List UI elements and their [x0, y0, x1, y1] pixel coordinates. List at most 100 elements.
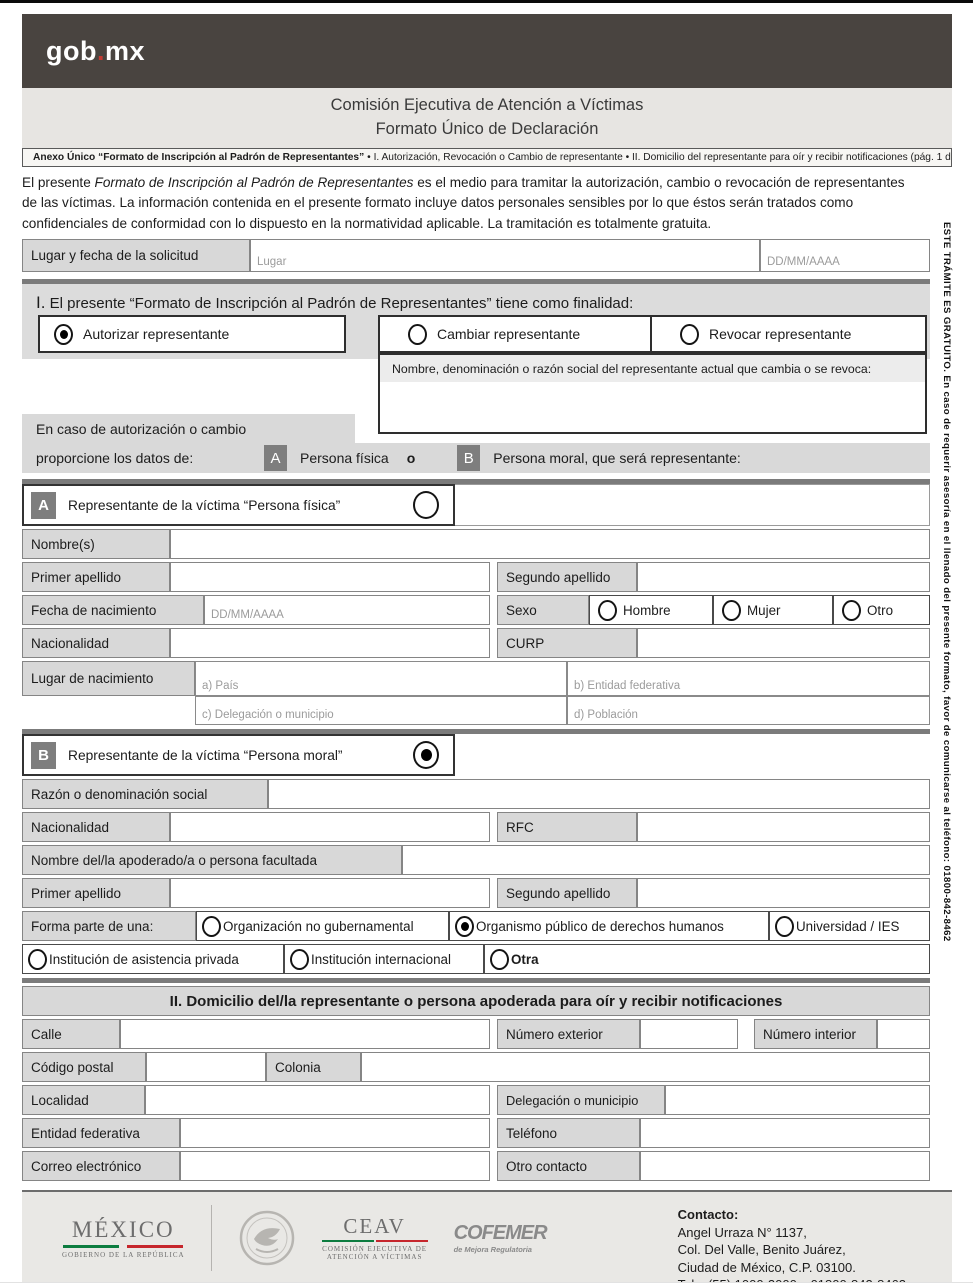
contact-address-line3: Ciudad de México, C.P. 03100. — [677, 1259, 856, 1275]
segundo-apellido-b-input[interactable] — [637, 878, 930, 909]
footer: MÉXICO GOBIERNO DE LA REPÚBLICA CEAV COM… — [22, 1190, 952, 1282]
ong-radio[interactable] — [202, 915, 221, 937]
entidad-nac-input[interactable]: b) Entidad federativa — [567, 661, 930, 697]
otra-label: Otra — [511, 951, 539, 967]
fecha-nacimiento-input[interactable]: DD/MM/AAAA — [204, 595, 490, 626]
badge-a: A — [31, 491, 56, 519]
nombre-representante-actual-box[interactable]: Nombre, denominación o razón social del … — [378, 353, 927, 435]
sexo-option-hombre[interactable]: Hombre — [589, 595, 713, 626]
top-border — [0, 0, 973, 3]
primer-apellido-a-input[interactable] — [170, 562, 490, 593]
section-a-header[interactable]: A Representante de la víctima “Persona f… — [22, 484, 455, 527]
option-autorizar[interactable]: Autorizar representante — [38, 315, 346, 354]
codigo-postal-input[interactable] — [146, 1052, 266, 1083]
contact-title: Contacto: — [677, 1207, 739, 1223]
otro-radio[interactable] — [842, 599, 861, 621]
universidad-label: Universidad / IES — [796, 918, 900, 934]
segundo-apellido-a-input[interactable] — [637, 562, 930, 593]
entidad-federativa-label: Entidad federativa — [22, 1118, 180, 1149]
intro-part1: El presente — [22, 175, 95, 190]
section-a-header-spacer — [455, 484, 930, 527]
cambiar-radio[interactable] — [408, 323, 427, 345]
otro-contacto-input[interactable] — [640, 1151, 930, 1182]
section-b-header[interactable]: B Representante de la víctima “Persona m… — [22, 734, 455, 777]
nombres-input[interactable] — [170, 529, 930, 560]
section-a-title: Representante de la víctima “Persona fís… — [68, 497, 341, 513]
calle-input[interactable] — [120, 1019, 490, 1050]
numero-exterior-input[interactable] — [640, 1019, 738, 1050]
autorizar-radio[interactable] — [54, 323, 73, 345]
nombres-label: Nombre(s) — [22, 529, 170, 560]
nacionalidad-a-input[interactable] — [170, 628, 490, 659]
colonia-input[interactable] — [361, 1052, 930, 1083]
apellidos-a-row: Primer apellido Segundo apellido — [22, 562, 930, 593]
sexo-option-otro[interactable]: Otro — [833, 595, 930, 626]
option-otra[interactable]: Otra — [484, 944, 930, 975]
institucion-internacional-radio[interactable] — [290, 948, 309, 970]
delegacion-nac-input[interactable]: c) Delegación o municipio — [195, 696, 567, 726]
option-group-cambiar-revocar: Cambiar representante Revocar representa… — [378, 315, 927, 354]
option-organismo-publico[interactable]: Organismo público de derechos humanos — [449, 911, 769, 942]
lugar-nacimiento-label: Lugar de nacimiento — [22, 661, 195, 697]
option-institucion-internacional[interactable]: Institución internacional — [284, 944, 484, 975]
mujer-radio[interactable] — [722, 599, 741, 621]
numero-interior-input[interactable] — [877, 1019, 930, 1050]
pais-input[interactable]: a) País — [195, 661, 567, 697]
section-b-radio[interactable] — [413, 741, 439, 770]
cambiar-label: Cambiar representante — [437, 326, 581, 343]
contact-block: Contacto: Angel Urraza N° 1137, Col. Del… — [677, 1206, 906, 1282]
pais-placeholder: a) País — [202, 680, 239, 693]
section-a-radio[interactable] — [413, 491, 439, 520]
calle-label: Calle — [22, 1019, 120, 1050]
option-universidad[interactable]: Universidad / IES — [769, 911, 930, 942]
entidad-federativa-input[interactable] — [180, 1118, 490, 1149]
contact-address-line1: Angel Urraza N° 1137, — [677, 1224, 807, 1240]
fecha-input[interactable]: DD/MM/AAAA — [760, 239, 930, 273]
section-1-number: I. — [36, 293, 46, 313]
correo-label: Correo electrónico — [22, 1151, 180, 1182]
primer-apellido-b-input[interactable] — [170, 878, 490, 909]
intro-paragraph: El presente Formato de Inscripción al Pa… — [22, 173, 917, 234]
hombre-radio[interactable] — [598, 599, 617, 621]
delegacion-input[interactable] — [665, 1085, 930, 1116]
section-b-title: Representante de la víctima “Persona mor… — [68, 747, 343, 763]
nacionalidad-rfc-row: Nacionalidad RFC — [22, 812, 930, 843]
section-a-divider — [22, 479, 930, 485]
mexico-logo: MÉXICO GOBIERNO DE LA REPÚBLICA — [62, 1217, 185, 1259]
universidad-radio[interactable] — [775, 915, 794, 937]
option-cambiar[interactable]: Cambiar representante — [380, 317, 652, 352]
telefono-label: Teléfono — [497, 1118, 640, 1149]
asistencia-privada-radio[interactable] — [28, 948, 47, 970]
section-b-header-row: B Representante de la víctima “Persona m… — [22, 734, 930, 777]
revocar-radio[interactable] — [680, 323, 699, 345]
apoderado-input[interactable] — [402, 845, 930, 876]
option-revocar[interactable]: Revocar representante — [652, 317, 925, 351]
numero-exterior-label: Número exterior — [497, 1019, 640, 1050]
localidad-input[interactable] — [145, 1085, 490, 1116]
curp-input[interactable] — [637, 628, 930, 659]
poblacion-input[interactable]: d) Población — [567, 696, 930, 726]
otra-radio[interactable] — [490, 948, 509, 970]
badge-a-small: A — [264, 445, 287, 472]
sexo-option-mujer[interactable]: Mujer — [713, 595, 833, 626]
telefono-input[interactable] — [640, 1118, 930, 1149]
ong-label: Organización no gubernamental — [223, 918, 414, 934]
correo-input[interactable] — [180, 1151, 490, 1182]
rfc-input[interactable] — [637, 812, 930, 843]
option-ong[interactable]: Organización no gubernamental — [196, 911, 449, 942]
organismo-publico-radio[interactable] — [455, 915, 474, 937]
contact-address-line2: Col. Del Valle, Benito Juárez, — [677, 1242, 846, 1258]
nombre-representante-actual-label: Nombre, denominación o razón social del … — [380, 355, 925, 383]
delegacion-label: Delegación o municipio — [497, 1085, 665, 1116]
option-asistencia-privada[interactable]: Institución de asistencia privada — [22, 944, 284, 975]
lugar-input[interactable]: Lugar — [250, 239, 760, 273]
razon-social-input[interactable] — [268, 779, 930, 810]
section-1-title-text: El presente “Formato de Inscripción al P… — [45, 295, 634, 313]
anexo-rest-text: • I. Autorización, Revocación o Cambio d… — [367, 152, 952, 163]
numero-interior-label: Número interior — [754, 1019, 877, 1050]
fecha-nacimiento-label: Fecha de nacimiento — [22, 595, 204, 626]
nacionalidad-b-input[interactable] — [170, 812, 490, 843]
apoderado-row: Nombre del/la apoderado/a o persona facu… — [22, 845, 930, 876]
asistencia-privada-label: Institución de asistencia privada — [49, 951, 239, 967]
